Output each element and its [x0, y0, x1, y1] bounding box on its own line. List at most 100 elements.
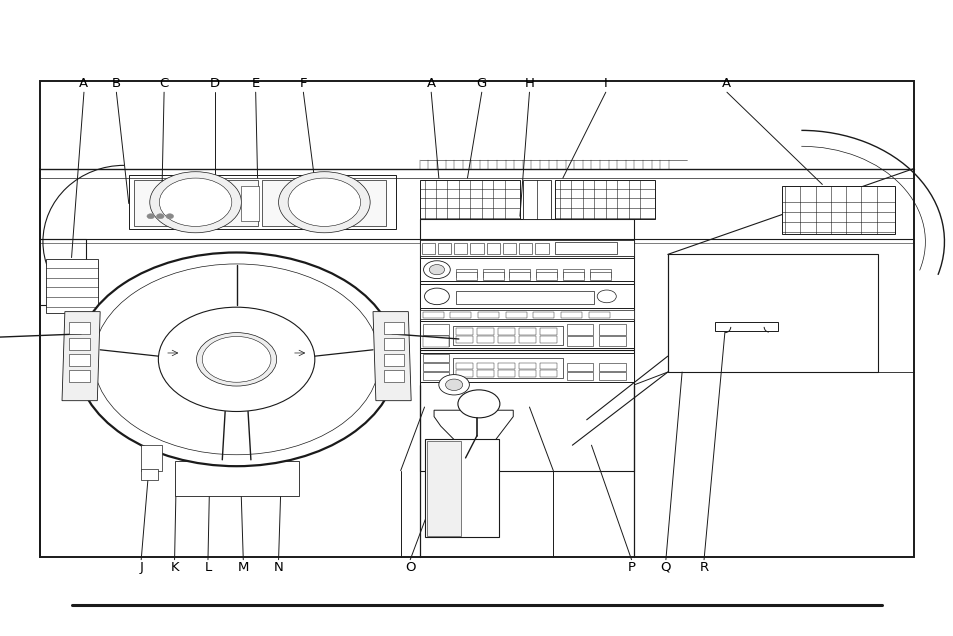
Bar — [566, 336, 593, 346]
Text: A: A — [721, 78, 731, 90]
Bar — [539, 336, 557, 343]
Bar — [419, 180, 519, 219]
Bar — [69, 370, 90, 382]
Bar — [456, 272, 476, 280]
Circle shape — [147, 214, 154, 219]
Circle shape — [424, 288, 449, 305]
Bar — [589, 272, 610, 280]
Bar — [133, 180, 257, 226]
Bar — [262, 180, 386, 226]
Bar — [667, 254, 877, 372]
Bar — [566, 324, 593, 335]
Circle shape — [159, 178, 232, 226]
Bar — [536, 272, 557, 280]
Bar — [715, 322, 777, 331]
Bar — [456, 336, 473, 343]
Polygon shape — [62, 312, 100, 401]
Bar — [539, 370, 557, 377]
Bar — [383, 370, 404, 382]
Bar — [421, 243, 435, 254]
Bar — [422, 363, 449, 371]
Circle shape — [166, 214, 173, 219]
Bar — [562, 269, 583, 277]
Bar — [383, 338, 404, 350]
Bar — [518, 243, 532, 254]
Text: A: A — [426, 78, 436, 90]
Circle shape — [93, 264, 379, 455]
Text: Q: Q — [659, 561, 671, 574]
Bar — [453, 358, 562, 378]
Bar — [518, 328, 536, 335]
Bar — [437, 243, 451, 254]
Bar — [419, 353, 634, 382]
Bar — [422, 372, 449, 380]
Bar — [497, 328, 515, 335]
Circle shape — [76, 252, 396, 466]
Text: O: O — [404, 561, 416, 574]
Bar — [477, 312, 498, 318]
Polygon shape — [373, 312, 411, 401]
Bar — [129, 175, 395, 229]
Bar — [419, 258, 634, 281]
Bar — [69, 338, 90, 350]
Circle shape — [457, 390, 499, 418]
Circle shape — [438, 375, 469, 395]
Bar — [589, 269, 610, 277]
Polygon shape — [434, 410, 513, 458]
Bar — [518, 363, 536, 369]
Bar — [174, 461, 298, 496]
Bar — [598, 363, 625, 371]
Circle shape — [278, 172, 370, 233]
Bar — [486, 243, 499, 254]
Bar — [555, 180, 655, 219]
Text: G: G — [476, 78, 486, 90]
Text: F: F — [299, 78, 307, 90]
Polygon shape — [193, 463, 279, 464]
Bar — [450, 312, 471, 318]
Bar — [560, 312, 581, 318]
Bar — [40, 81, 913, 556]
Bar — [555, 242, 617, 254]
Bar — [69, 354, 90, 366]
Bar — [518, 336, 536, 343]
Bar — [427, 441, 460, 536]
Bar — [419, 240, 634, 256]
Bar — [46, 259, 98, 313]
Bar — [419, 321, 634, 348]
Circle shape — [423, 261, 450, 279]
Circle shape — [597, 290, 616, 303]
Text: L: L — [204, 561, 212, 574]
Bar — [422, 336, 449, 347]
Bar — [419, 284, 634, 308]
Text: C: C — [159, 78, 169, 90]
Circle shape — [288, 178, 360, 226]
Bar — [476, 336, 494, 343]
Text: N: N — [274, 561, 283, 574]
Bar — [422, 324, 449, 335]
Text: J: J — [139, 561, 143, 574]
Bar — [476, 328, 494, 335]
Bar — [522, 180, 551, 219]
Bar — [424, 439, 498, 537]
Bar — [422, 354, 449, 362]
Bar — [422, 312, 443, 318]
Text: D: D — [210, 78, 219, 90]
Bar — [456, 363, 473, 369]
Bar — [69, 322, 90, 334]
Bar — [456, 370, 473, 377]
Bar — [781, 186, 894, 234]
Text: B: B — [112, 78, 121, 90]
Bar — [505, 312, 526, 318]
Bar — [241, 186, 258, 221]
Circle shape — [150, 172, 241, 233]
Bar — [482, 272, 503, 280]
Bar — [383, 354, 404, 366]
Text: I: I — [603, 78, 607, 90]
Bar — [598, 324, 625, 335]
Bar — [419, 219, 634, 471]
Bar — [454, 243, 467, 254]
Circle shape — [202, 336, 271, 382]
Text: M: M — [237, 561, 249, 574]
Bar — [456, 328, 473, 335]
Bar — [535, 243, 548, 254]
